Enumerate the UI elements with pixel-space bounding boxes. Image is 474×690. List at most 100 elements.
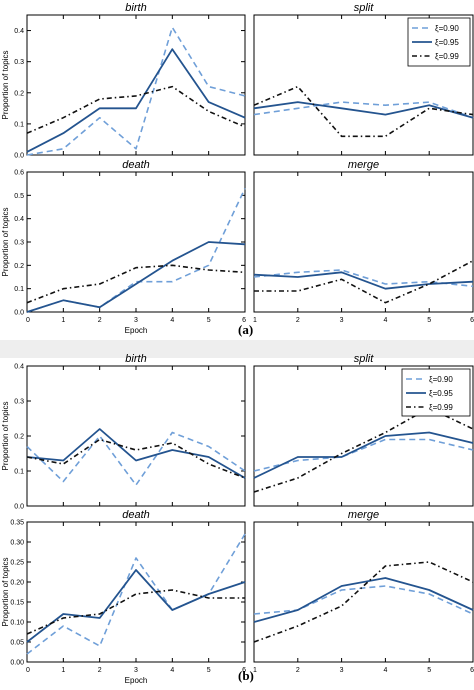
- x-tick-label: 3: [340, 317, 344, 324]
- figure-separator: [0, 340, 474, 358]
- legend-label: ξ=0.90: [435, 24, 459, 33]
- x-tick-label: 1: [61, 667, 65, 674]
- y-tick-label: 0.05: [10, 640, 24, 647]
- series-line-solid: [253, 271, 474, 290]
- x-tick-label: 4: [383, 667, 387, 674]
- panel-title: death: [122, 159, 150, 171]
- panel-title: birth: [125, 353, 146, 365]
- x-tick-label: 4: [170, 667, 174, 674]
- y-tick-label: 0.1: [14, 121, 24, 128]
- series-line-solid: [26, 241, 246, 313]
- plot-frame: [26, 14, 246, 156]
- series-line-dashed: [26, 187, 246, 313]
- series-line-solid: [26, 569, 246, 643]
- x-tick-label: 6: [470, 317, 474, 324]
- x-tick-label: 5: [427, 667, 431, 674]
- y-tick-label: 0.00: [10, 660, 24, 667]
- y-tick-label: 0.4: [14, 216, 24, 223]
- x-tick-label: 2: [296, 667, 300, 674]
- y-tick-label: 0.0: [14, 153, 24, 160]
- x-tick-label: 2: [98, 667, 102, 674]
- x-tick-label: 1: [253, 667, 257, 674]
- legend-label: ξ=0.95: [435, 38, 459, 47]
- series-line-dashed: [253, 101, 474, 119]
- y-tick-label: 0.15: [10, 600, 24, 607]
- plot-frame: [26, 521, 246, 663]
- legend-label: ξ=0.99: [435, 52, 459, 61]
- series-line-dashed: [253, 585, 474, 615]
- x-axis-label: Epoch: [125, 676, 148, 685]
- legend-label: ξ=0.90: [429, 375, 453, 384]
- x-tick-label: 3: [134, 317, 138, 324]
- x-tick-label: 6: [242, 317, 246, 324]
- x-tick-label: 4: [383, 317, 387, 324]
- series-line-dashdot: [26, 85, 246, 134]
- y-axis-label: Proportion of topics: [1, 51, 10, 120]
- plot-frame: [253, 171, 474, 313]
- panel-title: split: [354, 2, 375, 14]
- panel-title: merge: [348, 159, 379, 171]
- y-tick-label: 0.2: [14, 434, 24, 441]
- x-tick-label: 2: [98, 317, 102, 324]
- x-tick-label: 6: [470, 667, 474, 674]
- series-line-solid: [253, 431, 474, 479]
- series-line-dashed: [26, 431, 246, 486]
- y-tick-label: 0.35: [10, 520, 24, 527]
- series-line-dashdot: [26, 264, 246, 304]
- x-tick-label: 0: [26, 667, 30, 674]
- series-line-dashed: [253, 269, 474, 288]
- y-tick-label: 0.3: [14, 399, 24, 406]
- x-tick-label: 6: [242, 667, 246, 674]
- series-line-dashed: [26, 26, 246, 156]
- x-tick-label: 4: [170, 317, 174, 324]
- x-tick-label: 5: [207, 317, 211, 324]
- series-line-dashdot: [253, 85, 474, 138]
- y-tick-label: 0.3: [14, 59, 24, 66]
- x-tick-label: 2: [296, 317, 300, 324]
- y-tick-label: 0.5: [14, 193, 24, 200]
- panel-title: birth: [125, 2, 146, 14]
- panel-title: merge: [348, 509, 379, 521]
- plot-frame: [253, 521, 474, 663]
- y-tick-label: 0.0: [14, 504, 24, 511]
- x-axis-label: Epoch: [125, 326, 148, 335]
- x-tick-label: 5: [207, 667, 211, 674]
- series-line-solid: [253, 577, 474, 623]
- x-tick-label: 1: [61, 317, 65, 324]
- series-line-solid: [26, 48, 246, 153]
- y-tick-label: 0.6: [14, 170, 24, 177]
- series-line-dashdot: [254, 259, 474, 304]
- series-line-solid: [26, 428, 246, 479]
- series-line-dashed: [253, 438, 474, 472]
- legend-label: ξ=0.95: [429, 389, 453, 398]
- y-axis-label: Proportion of topics: [1, 208, 10, 277]
- x-tick-label: 3: [340, 667, 344, 674]
- y-tick-label: 0.20: [10, 580, 24, 587]
- y-tick-label: 0.1: [14, 469, 24, 476]
- series-line-solid: [253, 101, 474, 119]
- y-tick-label: 0.30: [10, 540, 24, 547]
- y-tick-label: 0.4: [14, 28, 24, 35]
- y-tick-label: 0.4: [14, 364, 24, 371]
- y-tick-label: 0.3: [14, 240, 24, 247]
- x-tick-label: 1: [253, 317, 257, 324]
- y-axis-label: Proportion of topics: [1, 402, 10, 471]
- x-tick-label: 5: [427, 317, 431, 324]
- plot-frame: [26, 365, 246, 507]
- x-tick-label: 3: [134, 667, 138, 674]
- y-tick-label: 0.2: [14, 263, 24, 270]
- y-tick-label: 0.2: [14, 90, 24, 97]
- y-tick-label: 0.0: [14, 310, 24, 317]
- panel-title: death: [122, 509, 150, 521]
- x-tick-label: 0: [26, 317, 30, 324]
- series-line-dashdot: [26, 589, 245, 635]
- figure-label-b: (b): [238, 668, 254, 683]
- series-line-dashdot: [253, 561, 474, 643]
- y-axis-label: Proportion of topics: [1, 558, 10, 627]
- figure-label-a: (a): [238, 322, 254, 337]
- y-tick-label: 0.1: [14, 286, 24, 293]
- panel-title: split: [354, 353, 375, 365]
- y-tick-label: 0.25: [10, 560, 24, 567]
- legend-label: ξ=0.99: [429, 403, 453, 412]
